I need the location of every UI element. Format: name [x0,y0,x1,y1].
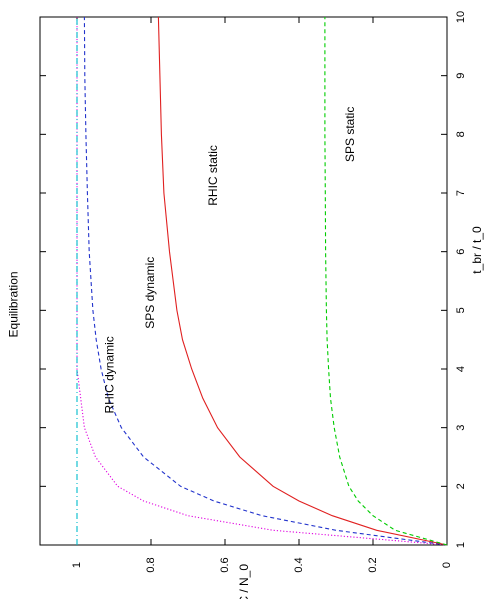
x-tick-label: 5 [455,307,467,313]
y-tick-label: 0.4 [293,557,305,572]
x-tick-label: 8 [455,131,467,137]
x-tick-label: 7 [455,190,467,196]
y-axis-label: N_C / N_0 [237,564,251,599]
x-axis-label: t_br / t_0 [470,226,484,274]
annotation-rhic-dynamic: RHIC dynamic [102,336,116,413]
plot-frame [39,16,448,546]
series-layer [76,16,448,546]
series-rhic-static [157,16,448,546]
y-tick-label: 0.6 [219,557,231,572]
y-tick-label: 0.8 [145,557,157,572]
series-sps-static [324,17,448,546]
x-tick-label: 10 [455,11,467,23]
x-tick-label: 4 [455,366,467,372]
y-tick-label: 0 [441,562,453,568]
x-tick-label: 6 [455,249,467,255]
annotation-rhic-static: RHIC static [206,145,220,206]
y-tick-label: 1 [71,562,83,568]
series-sps-dynamic [83,16,448,546]
x-tick-label: 9 [455,73,467,79]
y-tick-label: 0.2 [367,557,379,572]
x-tick-label: 3 [455,425,467,431]
annotation-sps-dynamic: SPS dynamic [143,257,157,329]
series-rhic-dynamic [76,17,448,546]
axis-ticks [40,16,448,546]
labels-layer: 1 2 3 4 5 6 7 8 9 10 0 0.2 0.4 0.6 0.8 1 t_br / t_0 N_C /… [6,11,484,599]
x-tick-label: 1 [455,542,467,548]
x-tick-label: 2 [455,483,467,489]
annotation-sps-static: SPS static [343,107,357,162]
annotation-equilibration: Equilibration [6,271,20,337]
